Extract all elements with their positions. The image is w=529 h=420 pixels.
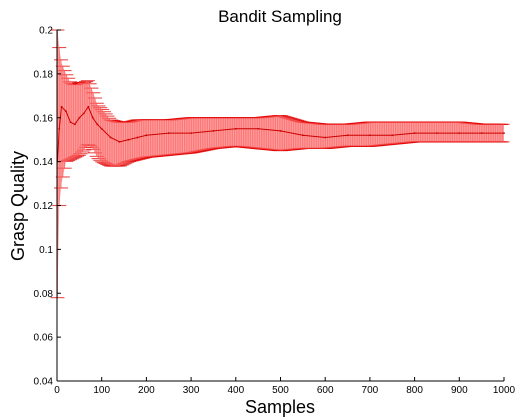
data-point [369, 134, 371, 137]
data-point [109, 136, 112, 139]
y-tick-label: 0.18 [34, 69, 54, 80]
data-point [73, 123, 76, 126]
y-tick-label: 0.2 [39, 26, 53, 37]
data-point [190, 132, 193, 135]
data-point [324, 136, 327, 139]
x-tick-label: 900 [451, 385, 468, 396]
x-tick-label: 300 [183, 385, 200, 396]
data-point [413, 132, 416, 135]
data-point [391, 134, 394, 137]
data-point [87, 105, 90, 108]
axes: 0 100 200 300 400 500 600 700 800 900 1000 0.04 0.06… [34, 26, 516, 397]
data-point [96, 123, 99, 126]
x-tick-label: 1000 [493, 385, 516, 396]
x-tick-label: 200 [138, 385, 155, 396]
x-tick-label: 800 [406, 385, 423, 396]
x-tick-label: 500 [272, 385, 289, 396]
data-point [100, 127, 103, 130]
data-point [458, 132, 461, 135]
y-tick-label: 0.14 [34, 157, 54, 168]
data-point [82, 112, 85, 115]
data-point [69, 121, 72, 124]
x-axis-label: Samples [245, 397, 315, 417]
y-tick-label: 0.1 [39, 245, 53, 256]
data-point [480, 132, 483, 135]
data-point [65, 110, 67, 113]
data-point [279, 130, 282, 132]
x-tick-label: 100 [93, 385, 110, 396]
data-point [301, 134, 304, 137]
data-point [118, 140, 121, 143]
y-tick-label: 0.06 [34, 333, 54, 344]
data-point [127, 138, 130, 141]
y-axis-label: Grasp Quality [8, 151, 28, 261]
data-point [257, 127, 260, 130]
y-tick-label: 0.12 [34, 201, 54, 212]
data-point [145, 134, 148, 137]
x-tick-label: 0 [54, 385, 60, 396]
data-point [346, 134, 349, 137]
data-point [58, 127, 61, 130]
data-point [60, 105, 63, 108]
x-tick-label: 400 [227, 385, 244, 396]
y-tick-label: 0.16 [34, 113, 54, 124]
data-point [78, 116, 81, 119]
data-point [212, 130, 215, 132]
x-tick-label: 700 [362, 385, 379, 396]
chart-title: Bandit Sampling [218, 7, 342, 26]
y-tick-label: 0.04 [34, 377, 54, 388]
data-point [436, 132, 438, 135]
y-tick-label: 0.08 [34, 289, 54, 300]
data-point [136, 136, 139, 139]
x-tick-label: 600 [317, 385, 334, 396]
plot-area [50, 29, 510, 299]
data-point [167, 132, 170, 135]
data-point [234, 127, 237, 130]
data-point [91, 116, 94, 119]
data-point [503, 132, 505, 135]
